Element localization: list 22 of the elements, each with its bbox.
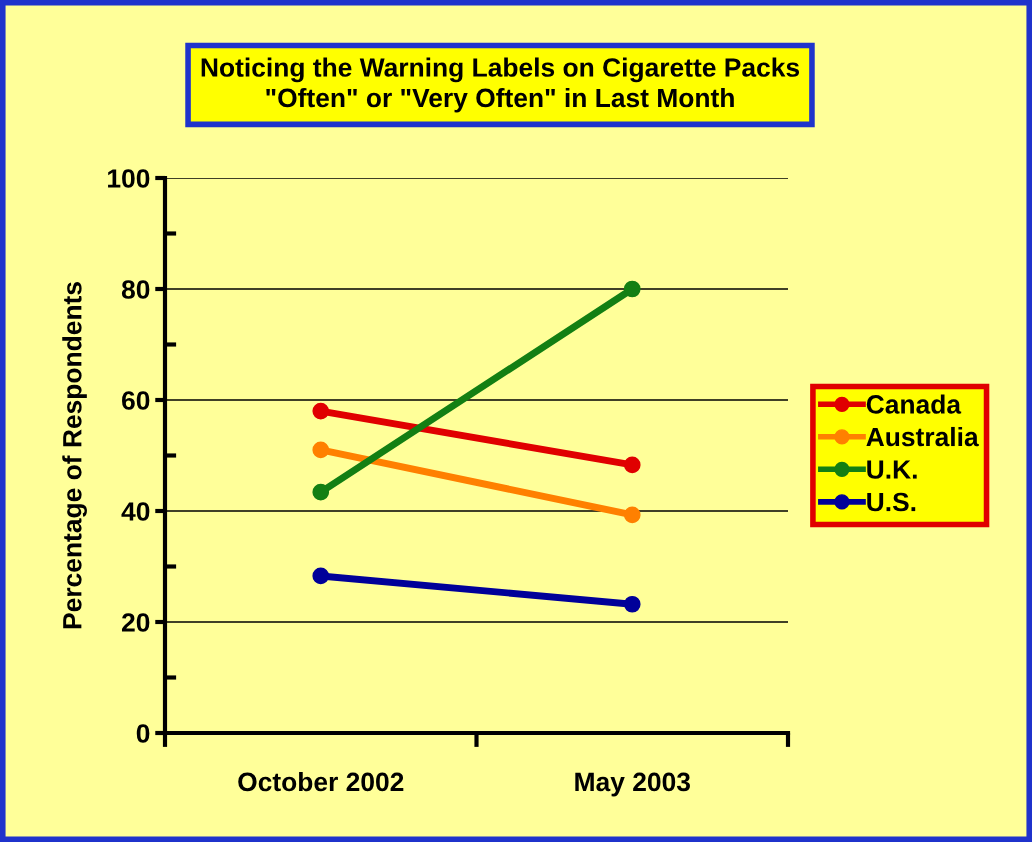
point bbox=[312, 441, 330, 459]
point bbox=[623, 280, 641, 298]
y-tick-label: 0 bbox=[136, 724, 150, 743]
point bbox=[312, 483, 330, 501]
point bbox=[623, 506, 641, 524]
legend-label: U.S. bbox=[867, 492, 916, 512]
point bbox=[312, 567, 330, 585]
x-tick-label: October 2002 bbox=[238, 771, 404, 792]
point bbox=[623, 595, 641, 613]
y-tick-label: 60 bbox=[122, 391, 150, 410]
y-axis-title: Percentage of Respondents bbox=[62, 282, 87, 629]
y-tick-label: 20 bbox=[121, 613, 150, 632]
x-tick-label: May 2003 bbox=[575, 772, 690, 797]
point bbox=[623, 456, 641, 474]
point bbox=[312, 402, 330, 420]
y-tick-label: 100 bbox=[108, 169, 150, 188]
legend-label: U.K. bbox=[867, 460, 917, 479]
legend-label: Australia bbox=[866, 426, 979, 447]
y-tick-label: 40 bbox=[121, 502, 150, 521]
chart-title: Noticing the Warning Labels on Cigarette Packs "Often" or "Very Often" in Last Month bbox=[201, 57, 800, 113]
y-tick-label: 80 bbox=[121, 280, 150, 299]
legend-label: Canada bbox=[866, 394, 962, 414]
